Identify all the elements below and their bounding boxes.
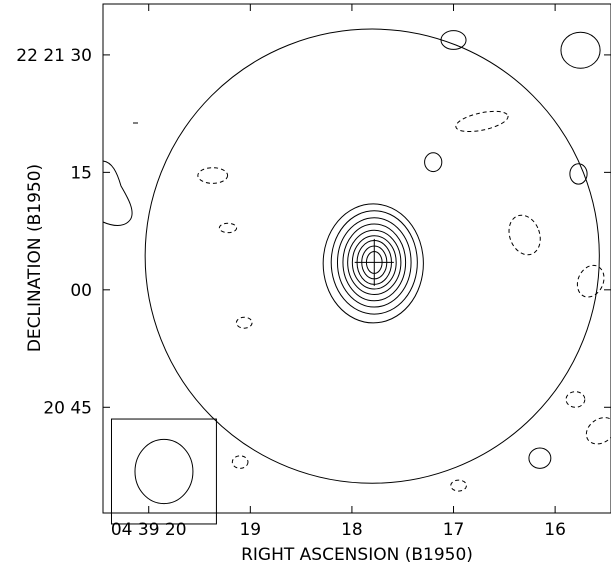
positive-contour [440,30,467,50]
beam-box-frame [110,418,217,525]
plot-frame [102,3,611,514]
y-tick-label: 00 [70,281,92,301]
y-tick-label: 20 45 [43,398,92,418]
x-tick-label: 17 [443,520,465,540]
y-axis-ticks: 22 21 30 15 00 20 45 [16,46,611,418]
negative-contour [508,214,541,256]
y-tick-label: 15 [70,163,92,183]
source-contour-level [347,229,402,296]
negative-contour [197,167,229,184]
source-contour-level [330,210,418,315]
y-tick-label: 22 21 30 [16,46,92,66]
positive-contour [569,163,588,185]
negative-contour [231,455,249,469]
positive-contours [424,30,601,469]
negative-contour [565,391,586,408]
negative-contour [576,264,605,298]
source-contour-level [322,203,424,324]
primary-beam-circle [144,28,600,484]
source-contour-level [351,235,397,290]
negative-contour [585,417,611,445]
positive-contour [528,447,552,469]
x-tick-label: 19 [239,520,261,540]
source-contour-level [342,223,407,302]
x-tick-label: 04 39 20 [111,520,187,540]
source-contour-level [336,217,412,308]
source-contours [322,203,424,324]
x-tick-label: 16 [544,520,566,540]
x-axis-ticks: 04 39 20 19 18 17 16 [111,4,566,540]
negative-contour [235,316,253,329]
x-axis-title: RIGHT ASCENSION (B1950) [241,545,473,565]
negative-contour [450,479,467,492]
edge-contour-left [102,160,133,226]
positive-contour [560,31,601,69]
positive-contour [424,152,443,173]
y-axis-title: DECLINATION (B1950) [25,164,45,352]
beam-box [110,418,217,525]
beam-ellipse [134,438,194,505]
x-tick-label: 18 [341,520,363,540]
negative-contours [197,110,611,492]
negative-contour [455,110,509,133]
negative-contour [218,222,238,234]
primary-beam-contour [144,28,600,484]
